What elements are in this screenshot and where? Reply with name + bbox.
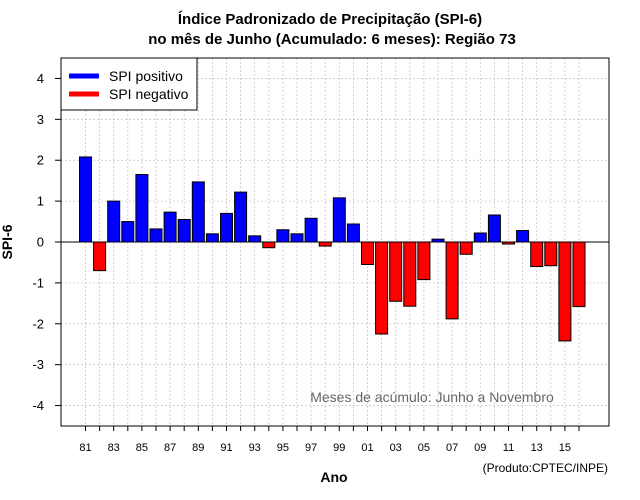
bar-12 xyxy=(516,230,530,243)
x-tick-label: 07 xyxy=(446,442,458,454)
bar-96 xyxy=(290,233,304,243)
y-tick-label: -1 xyxy=(32,275,44,290)
x-tick-label: 87 xyxy=(164,442,176,454)
x-tick-label: 91 xyxy=(220,442,232,454)
legend: SPI positivo SPI negativo xyxy=(60,57,198,111)
bar-84 xyxy=(121,221,135,243)
x-tick-label: 05 xyxy=(418,442,430,454)
x-axis: 81 83 85 87 89 91 93 95 97 99 01 03 05 07 09 11 13 15 xyxy=(79,426,580,454)
x-tick-label: 89 xyxy=(192,442,204,454)
bar-02 xyxy=(375,241,389,335)
x-tick-label: 11 xyxy=(503,442,514,454)
bar-13 xyxy=(530,241,544,268)
y-axis-title: SPI-6 xyxy=(0,224,15,259)
bar-15 xyxy=(558,241,572,342)
legend-box xyxy=(60,57,198,111)
bar-95 xyxy=(276,229,290,243)
x-tick-label: 99 xyxy=(333,442,345,454)
product-credit: (Produto:CPTEC/INPE) xyxy=(483,461,608,475)
x-tick-label: 81 xyxy=(79,442,91,454)
bar-99 xyxy=(332,197,346,243)
y-axis: -4 -3 -2 -1 0 1 2 3 4 xyxy=(32,71,61,413)
bar-08 xyxy=(459,241,473,255)
bar-14 xyxy=(544,241,558,267)
bar-16 xyxy=(572,241,586,308)
y-tick-label: 0 xyxy=(37,235,44,250)
x-tick-label: 03 xyxy=(390,442,402,454)
x-tick-label: 13 xyxy=(531,442,543,454)
x-tick-label: 97 xyxy=(305,442,317,454)
y-tick-label: 4 xyxy=(37,71,44,86)
x-tick-label: 83 xyxy=(108,442,120,454)
bar-86 xyxy=(149,228,163,243)
bar-03 xyxy=(389,241,403,302)
y-tick-label: -3 xyxy=(32,357,44,372)
bars xyxy=(79,156,586,342)
bar-93 xyxy=(248,235,262,243)
x-tick-label: 85 xyxy=(136,442,148,454)
y-tick-label: 3 xyxy=(37,112,44,127)
y-tick-label: -4 xyxy=(32,398,44,413)
bar-88 xyxy=(177,219,191,243)
bar-09 xyxy=(473,232,487,243)
x-tick-label: 95 xyxy=(277,442,289,454)
bar-81 xyxy=(79,156,92,243)
chart-title-line2: no mês de Junho (Acumulado: 6 meses): Re… xyxy=(148,31,516,48)
bar-98 xyxy=(318,241,332,247)
x-tick-label: 09 xyxy=(474,442,486,454)
x-axis-title: Ano xyxy=(320,469,347,485)
y-tick-label: -2 xyxy=(32,316,44,331)
bar-11 xyxy=(502,241,515,245)
bar-91 xyxy=(220,212,233,243)
bar-06 xyxy=(431,238,445,243)
bar-05 xyxy=(417,241,431,281)
bar-97 xyxy=(304,217,318,243)
bar-00 xyxy=(346,223,360,243)
chart-title-line1: Índice Padronizado de Precipitação (SPI-… xyxy=(178,11,482,28)
x-tick-label: 01 xyxy=(361,442,373,454)
bar-82 xyxy=(93,241,107,272)
accumulation-note: Meses de acúmulo: Junho a Novembro xyxy=(310,389,554,405)
x-tick-label: 93 xyxy=(249,442,261,454)
legend-label-positive: SPI positivo xyxy=(109,68,183,84)
bar-92 xyxy=(234,191,248,243)
bar-90 xyxy=(205,233,219,243)
bar-94 xyxy=(262,241,276,249)
bar-85 xyxy=(135,174,149,243)
legend-label-negative: SPI negativo xyxy=(109,86,189,102)
bar-87 xyxy=(163,211,177,243)
bar-07 xyxy=(445,241,459,320)
bar-10 xyxy=(487,214,501,243)
x-tick-label: 15 xyxy=(559,442,571,454)
bar-04 xyxy=(403,241,417,307)
y-tick-label: 2 xyxy=(37,153,44,168)
bar-83 xyxy=(107,200,121,243)
y-tick-label: 1 xyxy=(37,194,44,209)
bar-89 xyxy=(191,181,205,243)
bar-01 xyxy=(361,241,374,265)
